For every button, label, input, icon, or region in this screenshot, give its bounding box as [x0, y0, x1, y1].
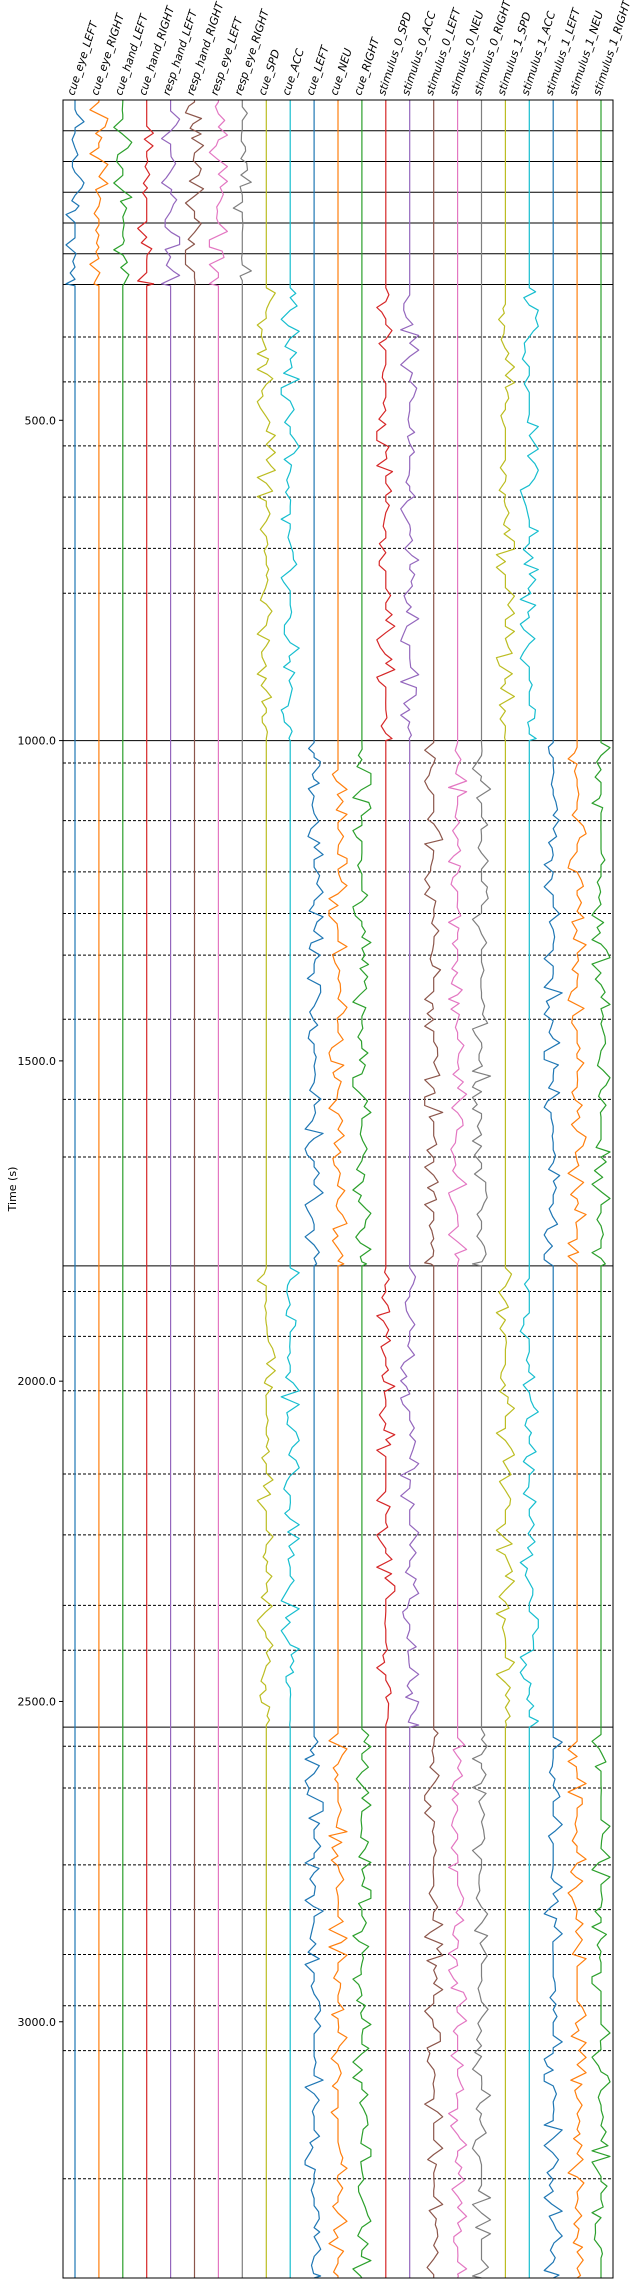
- channel-trace: [232, 100, 252, 2278]
- channel-trace: [376, 100, 396, 2278]
- channel-trace: [256, 100, 276, 2278]
- channel-trace: [567, 100, 587, 2279]
- channel-trace: [495, 100, 515, 2278]
- plot-frame: [62, 99, 614, 2279]
- channel-trace: [161, 100, 181, 2278]
- y-tick-label: 500.0: [25, 414, 57, 427]
- y-axis: 500.0 1000.0 1500.0 2000.0 2500.0 3000.0: [18, 414, 63, 2029]
- channel-trace: [137, 100, 155, 2278]
- y-tick-label: 1500.0: [18, 1055, 57, 1068]
- channel-trace: [400, 100, 420, 2278]
- y-tick-label: 2500.0: [18, 1695, 57, 1708]
- channel-trace: [591, 100, 611, 2278]
- channel-trace: [89, 100, 109, 2278]
- channel-trace: [543, 100, 563, 2279]
- channel-trace: [328, 100, 348, 2278]
- channel-trace: [113, 100, 133, 2278]
- y-tick-label: 3000.0: [18, 2016, 57, 2029]
- channel-label: cue_SPD: [256, 48, 283, 97]
- y-axis-label: Time (s): [6, 1167, 19, 1213]
- channel-trace: [471, 100, 492, 2279]
- channel-trace: [184, 100, 205, 2278]
- channel-trace: [280, 100, 300, 2278]
- y-tick-label: 2000.0: [18, 1375, 57, 1388]
- trace-layer: [65, 100, 611, 2279]
- channel-trace: [304, 100, 324, 2279]
- y-tick-label: 1000.0: [18, 735, 57, 748]
- channel-trace: [448, 100, 468, 2279]
- channel-label: cue_ACC: [280, 47, 307, 97]
- channel-labels: cue_eye_LEFTcue_eye_RIGHTcue_hand_LEFTcu…: [64, 0, 631, 97]
- channel-trace: [208, 100, 228, 2278]
- channel-label: cue_NEU: [327, 47, 354, 97]
- channel-trace: [424, 100, 444, 2278]
- channel-trace: [65, 100, 85, 2278]
- channel-trace: [352, 100, 372, 2279]
- channel-trace: [519, 100, 539, 2278]
